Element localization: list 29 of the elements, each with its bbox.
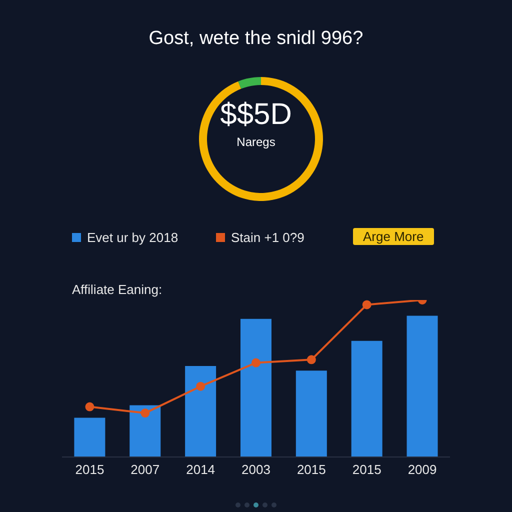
point: [196, 382, 206, 391]
bar: [240, 318, 272, 457]
bar: [351, 340, 382, 457]
point: [362, 300, 372, 310]
bar: [185, 366, 216, 457]
chart-title: Gost, wete the snidl 996?: [148, 28, 364, 50]
text: $$5D: [219, 98, 293, 132]
x-tick-label: 2015: [296, 462, 326, 478]
bar: [74, 418, 106, 457]
donut-slice: [199, 77, 323, 201]
point: [85, 402, 94, 412]
x-tick-label: 2003: [242, 462, 270, 478]
point: [140, 408, 150, 418]
text: Naregs: [236, 135, 276, 149]
point: [252, 358, 260, 368]
x-tick-label: 2014: [186, 462, 216, 478]
donut-slice: [238, 77, 261, 89]
bar: [406, 316, 438, 457]
chart-title: Affiliate Eaning:: [72, 282, 162, 297]
bar: [130, 405, 161, 457]
x-tick-label: 2015: [352, 462, 382, 478]
legend-label: Stain +1 0?9: [230, 230, 304, 245]
x-tick-label: 2009: [408, 462, 437, 478]
button: Arge More: [353, 228, 434, 245]
x-tick-label: 2007: [130, 462, 160, 478]
legend-label: Evet ur by 2018: [86, 230, 178, 245]
bar: [296, 370, 327, 457]
x-tick-label: 2015: [75, 462, 104, 478]
point: [306, 355, 316, 364]
